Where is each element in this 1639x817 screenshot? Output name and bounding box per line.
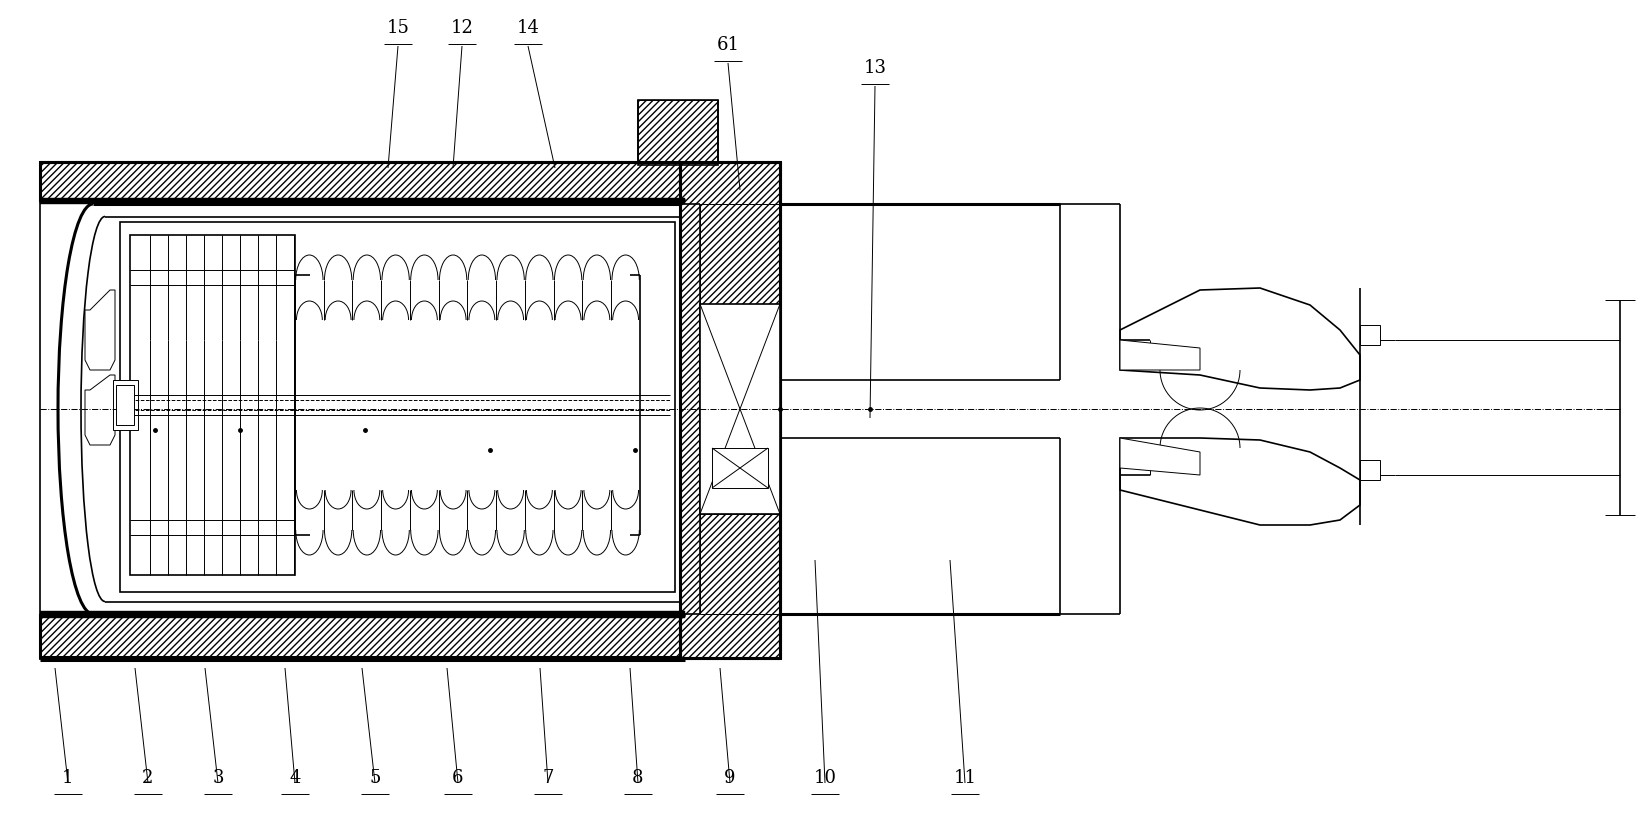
Text: 8: 8 [633,769,644,787]
Polygon shape [120,222,675,592]
Polygon shape [1119,340,1200,370]
Polygon shape [85,290,115,370]
Polygon shape [129,235,295,575]
Text: 15: 15 [387,19,410,37]
Polygon shape [711,448,767,488]
Text: 12: 12 [451,19,474,37]
Text: 3: 3 [211,769,223,787]
Text: 13: 13 [864,59,887,77]
Text: 2: 2 [143,769,154,787]
Polygon shape [85,375,115,445]
Polygon shape [700,514,780,614]
Polygon shape [39,198,685,204]
Text: 11: 11 [952,769,975,787]
Polygon shape [1119,438,1200,475]
Text: 1: 1 [62,769,74,787]
Polygon shape [700,304,780,514]
Text: 5: 5 [369,769,380,787]
Polygon shape [39,615,685,657]
Polygon shape [1359,325,1378,345]
Text: 61: 61 [716,36,739,54]
Polygon shape [1359,460,1378,480]
Text: 6: 6 [452,769,464,787]
Polygon shape [1119,288,1359,390]
Text: 14: 14 [516,19,539,37]
Polygon shape [638,100,718,165]
Text: 10: 10 [813,769,836,787]
Polygon shape [39,611,685,618]
Polygon shape [680,162,780,658]
Polygon shape [113,380,138,430]
Polygon shape [39,162,685,200]
Polygon shape [700,204,780,304]
Text: 9: 9 [724,769,736,787]
Polygon shape [116,385,134,425]
Text: 7: 7 [543,769,554,787]
Polygon shape [1119,438,1359,525]
Text: 4: 4 [288,769,300,787]
